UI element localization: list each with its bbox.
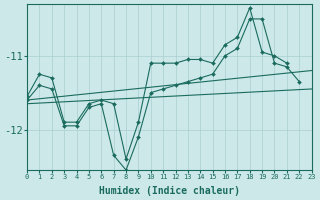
X-axis label: Humidex (Indice chaleur): Humidex (Indice chaleur) <box>99 186 240 196</box>
